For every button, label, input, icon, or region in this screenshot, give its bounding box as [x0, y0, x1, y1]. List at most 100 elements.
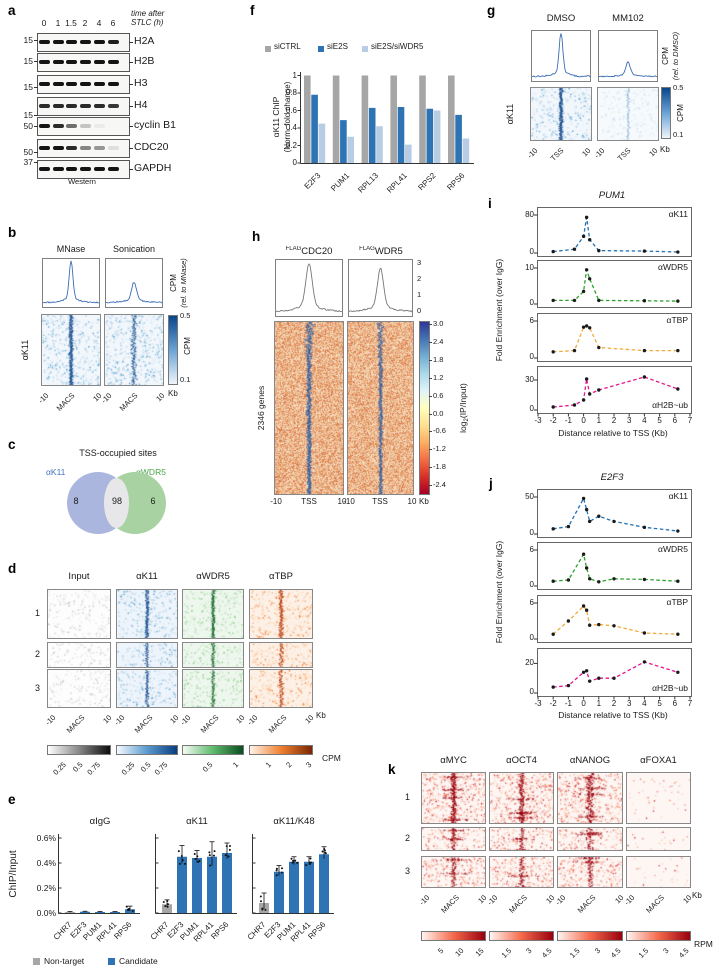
j-series-label: αTBP [666, 597, 688, 607]
e-subplot-title: αK11 [186, 816, 208, 827]
d-col-title: αK11 [136, 571, 158, 582]
f-bar [304, 75, 311, 163]
d-colorbar-tick: 1 [264, 760, 273, 769]
j-xtick-label: 5 [657, 699, 662, 708]
protein-tick [129, 126, 133, 127]
d-xtick: MACS [199, 713, 221, 735]
g-colorbar-top: 0.5 [673, 83, 684, 92]
f-bar [347, 136, 354, 163]
g-xtick: -10 [525, 146, 539, 160]
k-colorbar-tick: 1.5 [568, 946, 582, 960]
protein-tick [129, 169, 133, 170]
protein-label: H3 [134, 77, 148, 89]
mw-label: 50 [23, 121, 33, 131]
i-subplot-αTBP [534, 313, 692, 362]
e-bar [289, 861, 299, 913]
western-band [65, 82, 77, 86]
d-heatmap-αTBP-rep3 [249, 669, 313, 708]
j-ytick-top: 6 [529, 598, 534, 607]
e-bar [222, 853, 232, 913]
i-ytick-top: 10 [525, 263, 534, 272]
h-colorbar-tick: 3.0 [433, 319, 444, 328]
j-xtick-label: 1 [596, 699, 602, 708]
j-xlabel: Distance relative to TSS (Kb) [558, 710, 668, 720]
f-bar [433, 110, 441, 163]
c-venn-diagram [67, 472, 166, 534]
f-bar [448, 75, 455, 163]
b-profile-ylabel-rel: (rel. to MNase) [179, 258, 188, 308]
f-cat-label: RPS2 [416, 171, 438, 193]
k-xtick: -10 [485, 893, 499, 907]
d-colorbar-tick: 0.25 [120, 760, 137, 777]
e-bar [207, 856, 217, 913]
d-heatmap-αWDR5-rep3 [182, 669, 244, 708]
d-col-title: αTBP [269, 571, 293, 582]
k-xtick: 10 [681, 893, 693, 905]
f-cat-label: RPS6 [445, 171, 467, 193]
k-row-label: 3 [404, 866, 410, 876]
f-bar [390, 75, 397, 163]
h-colorbar-tick: 0.6 [433, 390, 444, 400]
protein-label: cyclin B1 [134, 119, 177, 131]
mw-tick [33, 162, 38, 163]
mw-tick [33, 152, 38, 153]
h-col-title-WDR5: FLAGWDR5 [359, 246, 403, 257]
c-right-set-label: αWDR5 [136, 467, 166, 477]
western-band [52, 146, 64, 150]
mw-label: 15 [23, 82, 33, 92]
d-colorbar-tick: 3 [304, 760, 313, 769]
d-xtick: 10 [101, 713, 113, 725]
b-colorbar-bottom: 0.1 [180, 375, 191, 384]
d-xtick: -10 [245, 713, 259, 727]
f-legend-swatch [265, 46, 271, 52]
western-band [79, 146, 91, 150]
e-cat-label: RPS6 [112, 920, 134, 942]
i-title: PUM1 [598, 190, 626, 201]
d-xtick: MACS [267, 713, 289, 735]
d-xtick: 10 [234, 713, 246, 725]
western-band [93, 146, 105, 150]
h-colorbar-tickmark [429, 431, 432, 433]
western-band [107, 40, 119, 44]
e-bar [110, 912, 120, 913]
b-heatmap-sonication [104, 314, 164, 386]
western-band [52, 60, 64, 64]
western-band [107, 104, 119, 108]
panel-g-letter: g [487, 3, 496, 18]
g-xtick: -10 [592, 146, 606, 160]
j-ytick-zero: 0 [529, 528, 534, 537]
d-heatmap-αWDR5-rep1 [182, 589, 244, 639]
k-colorbar-αMYC [421, 931, 486, 941]
h-colorbar-tick: 1.8 [433, 354, 444, 364]
venn-overlap-region [104, 478, 129, 528]
h-colorbar-tickmark [429, 359, 432, 361]
panel-e-letter: e [8, 792, 16, 807]
western-band [65, 40, 77, 44]
g-profile-mm102 [598, 30, 658, 82]
j-ytick-zero: 0 [529, 580, 534, 589]
k-col-title: αFOXA1 [640, 755, 677, 766]
d-colorbar-αWDR5 [182, 745, 244, 755]
k-colorbar-tick: 5 [436, 946, 445, 955]
j-xtick-label: 6 [672, 699, 678, 708]
i-ytick-zero: 0 [529, 247, 534, 256]
mw-label: 15 [23, 110, 33, 120]
d-xtick: MACS [133, 713, 155, 735]
f-bar [318, 123, 326, 163]
panel-c-letter: c [8, 437, 16, 452]
e-legend-label: Candidate [119, 956, 158, 966]
k-colorbar-tick: 1.5 [637, 946, 651, 960]
h-profile-ytick: 0 [417, 306, 422, 315]
k-colorbar-tick: 3 [661, 946, 670, 955]
h-col-title-CDC20: FLAGCDC20 [285, 246, 333, 257]
b-xtick: 10 [154, 391, 166, 403]
h-colorbar-tick: -2.4 [433, 480, 446, 490]
h-colorbar-tickmark [429, 377, 432, 379]
h-row-label-genes: 2346 genes [256, 386, 266, 430]
h-colorbar-tick: 2.4 [433, 336, 444, 346]
k-xtick: -10 [622, 893, 636, 907]
d-colorbar-tick: 0.75 [153, 760, 170, 777]
b-col-title-sonication: Sonication [112, 244, 156, 254]
g-profile-dmso [531, 30, 591, 82]
